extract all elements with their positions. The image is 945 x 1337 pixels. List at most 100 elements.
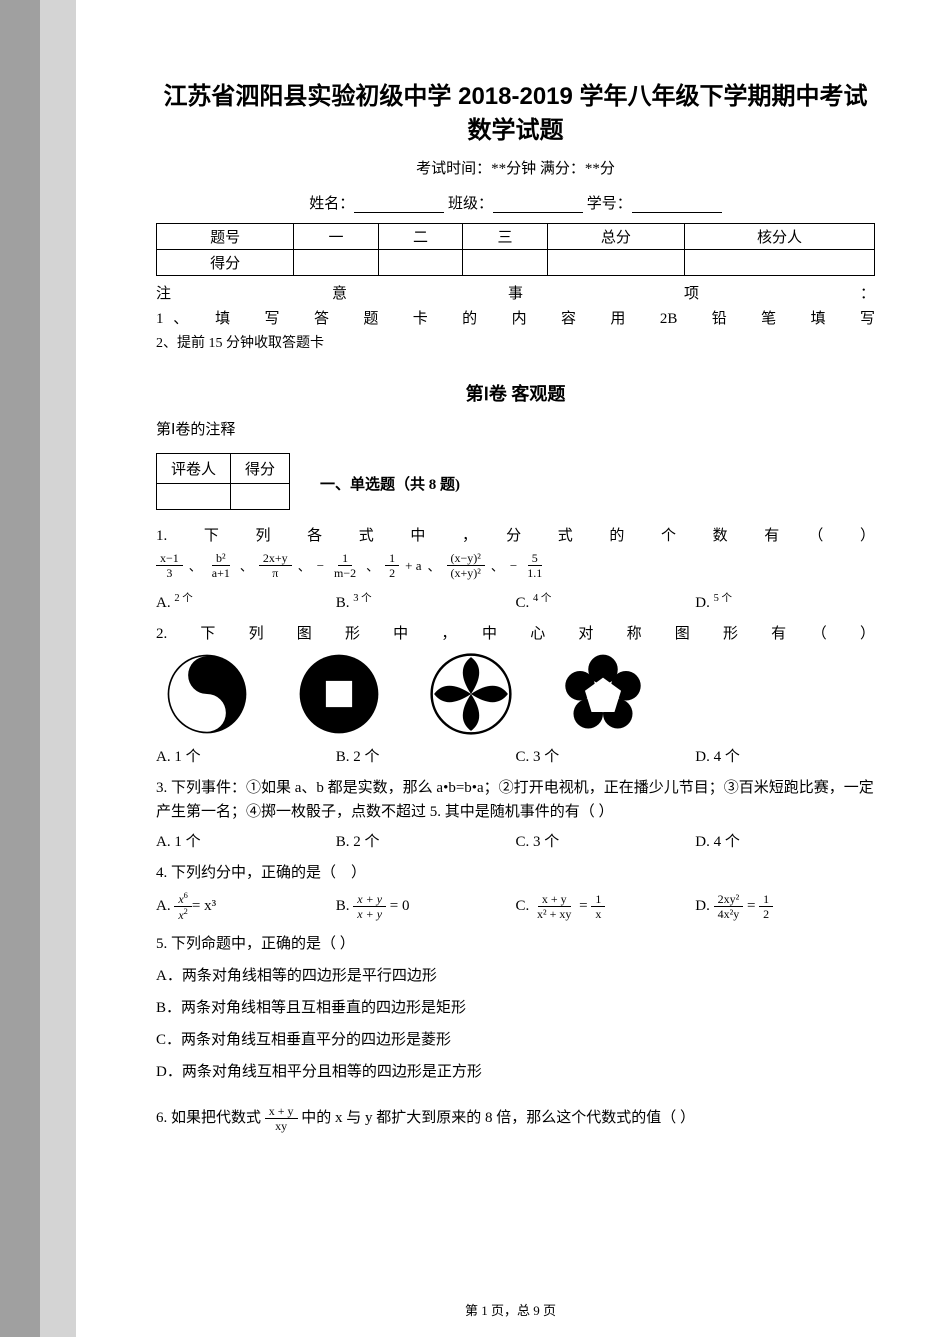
empty-cell <box>294 250 378 276</box>
exam-page: 江苏省泗阳县实验初级中学 2018-2019 学年八年级下学期期中考试数学试题 … <box>76 0 945 1337</box>
shape-yinyang-icon <box>166 653 248 735</box>
row-label: 得分 <box>157 250 294 276</box>
class-label: 班级： <box>448 196 493 212</box>
q4d-frac: 2xy²4x²y <box>714 892 744 921</box>
sep: 、 <box>240 556 253 575</box>
q6-post: 中的 x 与 y 都扩大到原来的 8 倍，那么这个代数式的值（ ） <box>301 1110 695 1126</box>
opt-c: C. 3 个 <box>516 830 696 851</box>
q4-stem: 4. 下列约分中，正确的是（ ） <box>156 861 875 885</box>
q4-options: A. x6x2= x³ B. x + yx + y = 0 C. x + yx²… <box>156 891 875 922</box>
opt-b: B. 2 个 <box>336 745 516 766</box>
header-cell: 二 <box>378 224 462 250</box>
neg-sign: − <box>510 558 517 574</box>
exam-title: 江苏省泗阳县实验初级中学 2018-2019 学年八年级下学期期中考试数学试题 <box>156 80 875 147</box>
sep: 、 <box>428 556 441 575</box>
neg-sign: − <box>317 558 324 574</box>
exam-time-info: 考试时间：**分钟 满分：**分 <box>156 157 875 178</box>
class-blank <box>493 197 583 214</box>
opt-a: A. x6x2= x³ <box>156 891 336 922</box>
frac-5: 12 <box>385 551 399 580</box>
empty-cell <box>231 484 290 510</box>
empty-cell <box>378 250 462 276</box>
q5-opt-c: C．两条对角线互相垂直平分的四边形是菱形 <box>156 1028 875 1052</box>
header-cell: 题号 <box>157 224 294 250</box>
shape-petals-icon <box>430 653 512 735</box>
header-cell: 一 <box>294 224 378 250</box>
q1-stem: 1. 下 列 各 式 中 ， 分 式 的 个 数 有 （ ） <box>156 524 875 545</box>
q2-shapes <box>166 653 875 735</box>
q5-opt-b: B．两条对角线相等且互相垂直的四边形是矩形 <box>156 996 875 1020</box>
q3-options: A. 1 个 B. 2 个 C. 3 个 D. 4 个 <box>156 830 875 851</box>
plus-a: + a <box>405 558 421 574</box>
q5-opt-d: D．两条对角线互相平分且相等的四边形是正方形 <box>156 1060 875 1084</box>
frac-1: x−13 <box>156 551 183 580</box>
q6-frac: x + y xy <box>265 1104 298 1133</box>
q6-stem: 6. 如果把代数式 x + y xy 中的 x 与 y 都扩大到原来的 8 倍，… <box>156 1104 875 1133</box>
opt-b: B. x + yx + y = 0 <box>336 892 516 921</box>
id-label: 学号： <box>587 196 632 212</box>
part-one-heading: 一、单选题（共 8 题) <box>320 473 460 494</box>
empty-cell <box>157 484 231 510</box>
table-row <box>157 484 290 510</box>
q4a-frac: x6x2 <box>174 891 192 922</box>
opt-c: C. 4 个 <box>516 590 696 612</box>
empty-cell <box>463 250 547 276</box>
notice-2: 2、提前 15 分钟收取答题卡 <box>156 332 875 352</box>
opt-d: D. 4 个 <box>695 745 875 766</box>
table-row: 得分 <box>157 250 875 276</box>
section-1-heading: 第Ⅰ卷 客观题 <box>156 380 875 406</box>
q4d-rhs: 12 <box>759 892 773 921</box>
q1-expressions: x−13、 b²a+1、 2x+yπ、 −1m−2、 12+ a、 (x−y)²… <box>156 551 875 580</box>
shape-coin-icon <box>298 653 380 735</box>
sep: 、 <box>366 556 379 575</box>
notice-1: 1、 填 写 答 题 卡 的 内 容 用 2B 铅 笔 填 写 <box>156 307 875 328</box>
sep: 、 <box>298 556 311 575</box>
opt-c: C. x + yx² + xy = 1x <box>516 892 696 921</box>
opt-a: A. 1 个 <box>156 745 336 766</box>
frac-3: 2x+yπ <box>259 551 292 580</box>
q3-stem: 3. 下列事件：①如果 a、b 都是实数，那么 a•b=b•a；②打开电视机，正… <box>156 776 875 824</box>
q1-options: A. 2 个 B. 3 个 C. 4 个 D. 5 个 <box>156 590 875 612</box>
cell-grader: 评卷人 <box>157 454 231 484</box>
q5-opt-a: A．两条对角线相等的四边形是平行四边形 <box>156 964 875 988</box>
score-table: 题号 一 二 三 总分 核分人 得分 <box>156 223 875 276</box>
page-footer: 第 1 页，总 9 页 <box>76 1300 945 1319</box>
q2-options: A. 1 个 B. 2 个 C. 3 个 D. 4 个 <box>156 745 875 766</box>
q4b-frac: x + yx + y <box>353 892 386 921</box>
opt-b: B. 2 个 <box>336 830 516 851</box>
opt-a: A. 1 个 <box>156 830 336 851</box>
opt-d: D. 2xy²4x²y = 12 <box>695 892 875 921</box>
shape-flower-icon <box>562 653 644 735</box>
q2-stem: 2. 下 列 图 形 中 ， 中 心 对 称 图 形 有 （ ） <box>156 622 875 643</box>
frac-6: (x−y)²(x+y)² <box>447 551 485 580</box>
q5-stem: 5. 下列命题中，正确的是（ ） <box>156 932 875 956</box>
frac-4: 1m−2 <box>330 551 360 580</box>
student-info-row: 姓名： 班级： 学号： <box>156 192 875 213</box>
cell-score: 得分 <box>231 454 290 484</box>
name-blank <box>354 197 444 214</box>
frac-7: 51.1 <box>523 551 546 580</box>
notice-heading: 注 意 事 项 ： <box>156 282 875 303</box>
sep: 、 <box>491 556 504 575</box>
frac-2: b²a+1 <box>208 551 234 580</box>
grader-table: 评卷人 得分 <box>156 453 290 510</box>
opt-d: D. 5 个 <box>695 590 875 612</box>
header-cell: 三 <box>463 224 547 250</box>
opt-c: C. 3 个 <box>516 745 696 766</box>
opt-d: D. 4 个 <box>695 830 875 851</box>
empty-cell <box>547 250 684 276</box>
sidebar-gutter-light <box>40 0 76 1337</box>
section-1-sub: 第Ⅰ卷的注释 <box>156 418 875 439</box>
opt-a: A. 2 个 <box>156 590 336 612</box>
empty-cell <box>684 250 874 276</box>
id-blank <box>632 197 722 214</box>
name-label: 姓名： <box>309 196 354 212</box>
header-cell: 核分人 <box>684 224 874 250</box>
sep: 、 <box>189 556 202 575</box>
table-row: 评卷人 得分 <box>157 454 290 484</box>
opt-b: B. 3 个 <box>336 590 516 612</box>
q4c-frac: x + yx² + xy <box>533 892 575 921</box>
header-cell: 总分 <box>547 224 684 250</box>
q6-pre: 6. 如果把代数式 <box>156 1110 265 1126</box>
q4c-rhs: 1x <box>591 892 605 921</box>
